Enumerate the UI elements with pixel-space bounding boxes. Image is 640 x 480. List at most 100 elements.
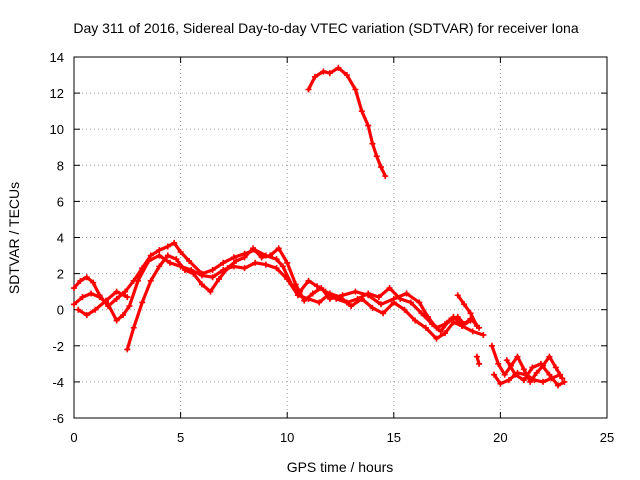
- series-track-10: [305, 64, 389, 180]
- data-point: [505, 377, 512, 384]
- data-point: [275, 245, 282, 252]
- data-point: [467, 310, 474, 317]
- data-point: [557, 371, 564, 378]
- data-point: [365, 292, 372, 299]
- data-point: [540, 378, 547, 385]
- x-tick-label: 20: [493, 430, 507, 445]
- data-point: [177, 248, 184, 255]
- data-point: [83, 274, 90, 281]
- chart-title: Day 311 of 2016, Sidereal Day-to-day VTE…: [73, 20, 578, 36]
- data-point: [469, 328, 476, 335]
- data-point: [79, 294, 86, 301]
- series-line: [76, 290, 129, 317]
- series-track-2: [71, 252, 487, 342]
- data-point: [352, 86, 359, 93]
- data-point: [164, 252, 171, 259]
- data-point: [352, 288, 359, 295]
- data-point: [512, 371, 519, 378]
- data-point: [422, 324, 429, 331]
- data-point: [497, 380, 504, 387]
- data-point: [230, 254, 237, 261]
- data-point: [552, 364, 559, 371]
- data-point: [546, 353, 553, 360]
- axis-ticks: 0 5 10 15 20 25 -6 -4 -2 0 2 4 6 8 10 12 14: [50, 50, 615, 445]
- data-point: [343, 72, 350, 79]
- data-point: [459, 322, 466, 329]
- data-point: [407, 299, 414, 306]
- data-point: [326, 70, 333, 77]
- data-point: [378, 301, 385, 308]
- data-point: [501, 371, 508, 378]
- series-line: [72, 241, 481, 333]
- data-point: [92, 306, 99, 313]
- y-tick-label: -6: [52, 411, 64, 426]
- data-point: [424, 313, 431, 320]
- data-point: [224, 265, 231, 272]
- data-point: [171, 239, 178, 246]
- data-point: [488, 342, 495, 349]
- data-point: [305, 86, 312, 93]
- x-tick-label: 10: [280, 430, 294, 445]
- data-point: [134, 277, 141, 284]
- data-point: [450, 319, 457, 326]
- data-point: [520, 366, 527, 373]
- y-tick-label: 4: [57, 231, 64, 246]
- data-point: [198, 281, 205, 288]
- data-point: [220, 259, 227, 266]
- data-point: [416, 299, 423, 306]
- data-point: [147, 252, 154, 259]
- data-point: [207, 288, 214, 295]
- data-point: [233, 257, 240, 264]
- data-point: [533, 369, 540, 376]
- series-track-9: [503, 357, 568, 389]
- data-point: [365, 122, 372, 129]
- data-point: [156, 247, 163, 254]
- data-point: [164, 243, 171, 250]
- data-point: [209, 274, 216, 281]
- data-point: [503, 357, 510, 364]
- series-track-1: [71, 239, 483, 335]
- data-point: [305, 277, 312, 284]
- data-point: [241, 265, 248, 272]
- data-point: [546, 371, 553, 378]
- data-point: [473, 322, 480, 329]
- data-point: [273, 265, 280, 272]
- data-point: [113, 295, 120, 302]
- y-tick-label: 0: [57, 303, 64, 318]
- data-point: [88, 290, 95, 297]
- data-point: [358, 108, 365, 115]
- series-line: [125, 246, 473, 351]
- data-point: [339, 292, 346, 299]
- data-point: [348, 303, 355, 310]
- data-point: [369, 140, 376, 147]
- data-point: [386, 285, 393, 292]
- data-point: [380, 310, 387, 317]
- data-point: [126, 303, 133, 310]
- data-point: [156, 263, 163, 270]
- data-point: [262, 261, 269, 268]
- x-axis-label: GPS time / hours: [287, 459, 394, 475]
- data-point: [335, 64, 342, 71]
- data-point: [96, 294, 103, 301]
- series-track-3: [75, 288, 131, 319]
- series-line: [72, 253, 485, 341]
- data-point: [554, 382, 561, 389]
- data-point: [537, 360, 544, 367]
- data-point: [390, 295, 397, 302]
- data-point: [433, 324, 440, 331]
- y-tick-label: -2: [52, 339, 64, 354]
- data-point: [279, 263, 286, 270]
- y-tick-label: -4: [52, 375, 64, 390]
- data-point: [198, 272, 205, 279]
- x-tick-label: 0: [70, 430, 77, 445]
- data-point: [292, 281, 299, 288]
- data-point: [450, 313, 457, 320]
- data-point: [173, 256, 180, 263]
- data-point: [314, 283, 321, 290]
- y-tick-label: 8: [57, 158, 64, 173]
- data-point: [382, 173, 389, 180]
- data-point: [437, 328, 444, 335]
- data-point: [181, 266, 188, 273]
- data-point: [358, 295, 365, 302]
